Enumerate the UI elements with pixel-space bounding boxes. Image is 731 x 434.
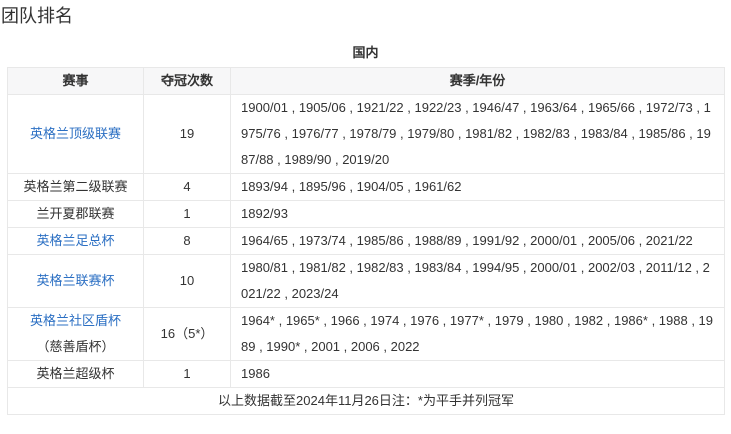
page-title: 团队排名: [1, 6, 73, 26]
seasons-cell: 1893/94 , 1895/96 , 1904/05 , 1961/62: [230, 173, 725, 201]
domestic-honours-table: 赛事 夺冠次数 赛季/年份 英格兰顶级联赛 19 1900/01 , 1905/…: [7, 67, 725, 415]
table-footnote: 以上数据截至2024年11月26日注：*为平手并列冠军: [7, 387, 725, 415]
competition-cell: 英格兰联赛杯: [7, 254, 144, 308]
seasons-cell: 1900/01 , 1905/06 , 1921/22 , 1922/23 , …: [230, 94, 725, 174]
competition-cell: 兰开夏郡联赛: [7, 200, 144, 228]
competition-cell: 英格兰足总杯: [7, 227, 144, 255]
table-row: 英格兰超级杯 1 1986: [7, 360, 725, 388]
table-row: 英格兰第二级联赛 4 1893/94 , 1895/96 , 1904/05 ,…: [7, 173, 725, 201]
table-row: 英格兰顶级联赛 19 1900/01 , 1905/06 , 1921/22 ,…: [7, 94, 725, 174]
column-header-competition: 赛事: [7, 67, 144, 95]
seasons-cell: 1964/65 , 1973/74 , 1985/86 , 1988/89 , …: [230, 227, 725, 255]
table-row: 英格兰足总杯 8 1964/65 , 1973/74 , 1985/86 , 1…: [7, 227, 725, 255]
competition-cell: 英格兰第二级联赛: [7, 173, 144, 201]
footnote-row: 以上数据截至2024年11月26日注：*为平手并列冠军: [7, 387, 725, 415]
competition-cell: 英格兰超级杯: [7, 360, 144, 388]
competition-link[interactable]: 英格兰足总杯: [36, 233, 115, 248]
seasons-cell: 1980/81 , 1981/82 , 1982/83 , 1983/84 , …: [230, 254, 725, 308]
column-header-count: 夺冠次数: [143, 67, 231, 95]
competition-subtitle: （慈善盾杯）: [36, 339, 115, 354]
seasons-cell: 1986: [230, 360, 725, 388]
column-header-seasons: 赛季/年份: [230, 67, 725, 95]
seasons-cell: 1964* , 1965* , 1966 , 1974 , 1976 , 197…: [230, 307, 725, 361]
seasons-cell: 1892/93: [230, 200, 725, 228]
competition-link[interactable]: 英格兰联赛杯: [36, 273, 115, 288]
count-cell: 8: [143, 227, 231, 255]
count-cell: 1: [143, 360, 231, 388]
count-cell: 16（5*）: [143, 307, 231, 361]
count-cell: 19: [143, 94, 231, 174]
competition-cell: 英格兰社区盾杯 （慈善盾杯）: [7, 307, 144, 361]
competition-link[interactable]: 英格兰社区盾杯: [29, 313, 121, 328]
section-caption: 国内: [352, 45, 379, 60]
count-cell: 1: [143, 200, 231, 228]
table-row: 英格兰社区盾杯 （慈善盾杯） 16（5*） 1964* , 1965* , 19…: [7, 307, 725, 361]
competition-link[interactable]: 英格兰顶级联赛: [29, 126, 121, 141]
table-row: 英格兰联赛杯 10 1980/81 , 1981/82 , 1982/83 , …: [7, 254, 725, 308]
count-cell: 10: [143, 254, 231, 308]
competition-cell: 英格兰顶级联赛: [7, 94, 144, 174]
header-row: 赛事 夺冠次数 赛季/年份: [7, 67, 725, 95]
count-cell: 4: [143, 173, 231, 201]
table-row: 兰开夏郡联赛 1 1892/93: [7, 200, 725, 228]
